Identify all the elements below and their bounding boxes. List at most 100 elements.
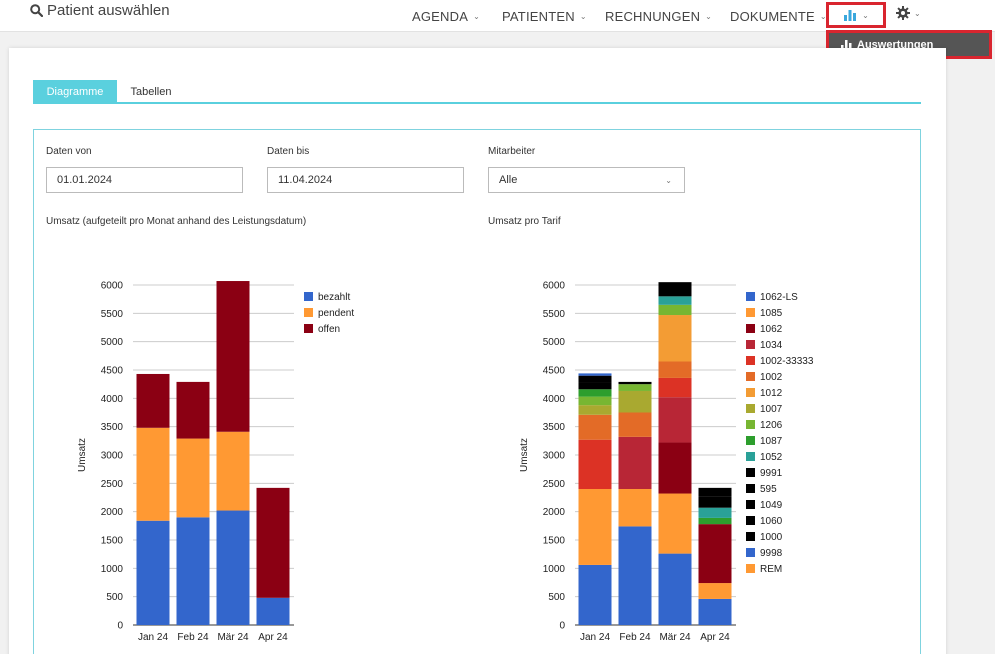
bar-segment-1000-feb-24[interactable] <box>618 381 652 385</box>
patient-search-button[interactable]: Patient auswählen <box>30 2 170 19</box>
bar-segment-1007-jan-24[interactable] <box>578 405 612 415</box>
legend-label[interactable]: 1062 <box>760 324 783 335</box>
bar-segment-1000-jan-24[interactable] <box>578 375 612 383</box>
bar-segment-bezahlt-m-r-24[interactable] <box>216 510 250 625</box>
legend-swatch[interactable] <box>746 548 755 557</box>
tab-diagramme[interactable]: Diagramme <box>33 80 117 104</box>
bar-segment-1062-ls-jan-24[interactable] <box>578 564 612 625</box>
legend-swatch[interactable] <box>746 532 755 541</box>
bar-segment-1002-33333-jan-24[interactable] <box>578 439 612 489</box>
legend-label[interactable]: REM <box>760 564 782 575</box>
bar-segment-bezahlt-jan-24[interactable] <box>136 520 170 625</box>
bar-segment-1085-jan-24[interactable] <box>578 489 612 565</box>
legend-swatch[interactable] <box>746 468 755 477</box>
legend-label[interactable]: 1052 <box>760 452 783 463</box>
staff-select[interactable]: Alle ⌄ <box>488 167 685 193</box>
bar-segment-offen-feb-24[interactable] <box>176 381 210 439</box>
legend-label[interactable]: offen <box>318 324 340 335</box>
date-from-input[interactable]: 01.01.2024 <box>46 167 243 193</box>
legend-swatch[interactable] <box>746 356 755 365</box>
bar-segment-1000-apr-24[interactable] <box>698 487 732 497</box>
legend-swatch[interactable] <box>746 404 755 413</box>
nav-patienten[interactable]: PATIENTEN ⌄ <box>502 9 587 24</box>
nav-rechnungen[interactable]: RECHNUNGEN ⌄ <box>605 9 712 24</box>
bar-segment-1060-apr-24[interactable] <box>698 496 732 508</box>
bar-segment-1087-apr-24[interactable] <box>698 517 732 525</box>
y-tick-label: 1000 <box>101 564 124 575</box>
legend-swatch[interactable] <box>746 388 755 397</box>
legend-swatch[interactable] <box>304 324 313 333</box>
legend-label[interactable]: 1000 <box>760 532 783 543</box>
legend-swatch[interactable] <box>746 484 755 493</box>
bar-segment-1085-feb-24[interactable] <box>618 489 652 527</box>
legend-label[interactable]: 1007 <box>760 404 783 415</box>
bar-segment-1062-ls-feb-24[interactable] <box>618 526 652 625</box>
legend-label[interactable]: 1062-LS <box>760 292 798 303</box>
legend-label[interactable]: 1012 <box>760 388 783 399</box>
legend-swatch[interactable] <box>746 324 755 333</box>
legend-label[interactable]: 1060 <box>760 516 783 527</box>
bar-segment-1034-m-r-24[interactable] <box>658 397 692 443</box>
date-to-input[interactable]: 11.04.2024 <box>267 167 464 193</box>
legend-label[interactable]: 1085 <box>760 308 783 319</box>
legend-label[interactable]: bezahlt <box>318 292 350 303</box>
bar-segment-1002-33333-m-r-24[interactable] <box>658 377 692 398</box>
legend-label[interactable]: 1087 <box>760 436 783 447</box>
nav-dokumente[interactable]: DOKUMENTE ⌄ <box>730 9 827 24</box>
bar-segment-offen-jan-24[interactable] <box>136 373 170 428</box>
bar-segment-1049-jan-24[interactable] <box>578 382 612 390</box>
bar-segment-1052-apr-24[interactable] <box>698 507 732 518</box>
legend-label[interactable]: 595 <box>760 484 777 495</box>
bar-segment-bezahlt-feb-24[interactable] <box>176 517 210 625</box>
bar-segment-bezahlt-apr-24[interactable] <box>256 597 290 625</box>
legend-swatch[interactable] <box>304 308 313 317</box>
legend-swatch[interactable] <box>746 500 755 509</box>
bar-segment-1206-m-r-24[interactable] <box>658 304 692 316</box>
bar-segment-1062-ls-apr-24[interactable] <box>698 598 732 625</box>
legend-swatch[interactable] <box>746 420 755 429</box>
bar-segment-1000-m-r-24[interactable] <box>658 282 692 297</box>
bar-segment-1206-feb-24[interactable] <box>618 384 652 391</box>
bar-segment-1085-m-r-24[interactable] <box>658 493 692 554</box>
legend-swatch[interactable] <box>746 516 755 525</box>
legend-swatch[interactable] <box>746 372 755 381</box>
legend-label[interactable]: 1002-33333 <box>760 356 814 367</box>
bar-segment-pendent-jan-24[interactable] <box>136 427 170 521</box>
legend-swatch[interactable] <box>746 292 755 301</box>
legend-swatch[interactable] <box>746 308 755 317</box>
legend-label[interactable]: pendent <box>318 308 354 319</box>
bar-segment-1206-jan-24[interactable] <box>578 396 612 406</box>
legend-label[interactable]: 1034 <box>760 340 783 351</box>
bar-segment-1002-jan-24[interactable] <box>578 414 612 440</box>
bar-segment-1062-ls-m-r-24[interactable] <box>658 553 692 625</box>
bar-segment-1062-m-r-24[interactable] <box>658 442 692 494</box>
bar-segment-1012-m-r-24[interactable] <box>658 315 692 362</box>
bar-segment-pendent-feb-24[interactable] <box>176 438 210 518</box>
bar-segment-1007-feb-24[interactable] <box>618 390 652 413</box>
bar-segment-1052-m-r-24[interactable] <box>658 296 692 305</box>
statistics-menu-button[interactable]: ⌄ <box>826 2 886 28</box>
bar-segment-1062-apr-24[interactable] <box>698 524 732 584</box>
legend-label[interactable]: 1049 <box>760 500 783 511</box>
legend-swatch[interactable] <box>746 564 755 573</box>
bar-segment-1034-feb-24[interactable] <box>618 436 652 489</box>
bar-segment-offen-apr-24[interactable] <box>256 487 290 598</box>
nav-agenda[interactable]: AGENDA ⌄ <box>412 9 480 24</box>
bar-segment-1002-m-r-24[interactable] <box>658 361 692 378</box>
legend-swatch[interactable] <box>746 340 755 349</box>
tab-tabellen[interactable]: Tabellen <box>130 86 172 98</box>
bar-segment-9998-jan-24[interactable] <box>578 373 612 376</box>
legend-label[interactable]: 9998 <box>760 548 783 559</box>
legend-label[interactable]: 9991 <box>760 468 783 479</box>
legend-swatch[interactable] <box>746 436 755 445</box>
bar-segment-offen-m-r-24[interactable] <box>216 281 250 432</box>
bar-segment-pendent-m-r-24[interactable] <box>216 431 250 511</box>
bar-segment-1002-feb-24[interactable] <box>618 412 652 437</box>
bar-segment-1087-jan-24[interactable] <box>578 389 612 397</box>
legend-label[interactable]: 1002 <box>760 372 783 383</box>
legend-swatch[interactable] <box>304 292 313 301</box>
legend-swatch[interactable] <box>746 452 755 461</box>
settings-menu-button[interactable]: ⌄ <box>896 6 921 20</box>
legend-label[interactable]: 1206 <box>760 420 783 431</box>
bar-segment-1085-apr-24[interactable] <box>698 583 732 599</box>
